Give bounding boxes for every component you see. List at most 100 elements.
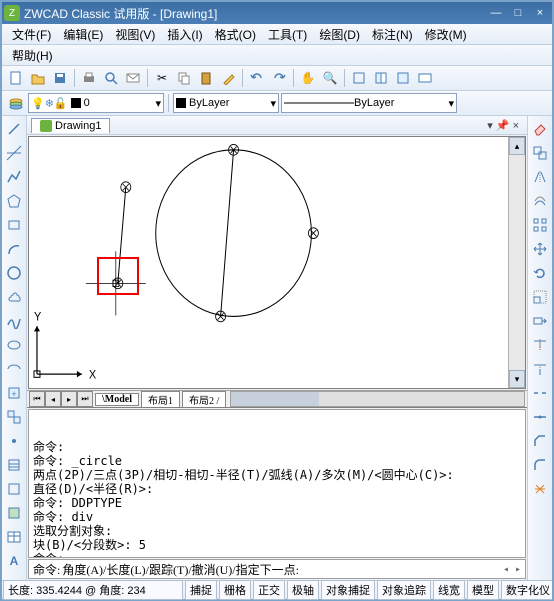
print-button[interactable]: [79, 68, 99, 88]
tool4-button[interactable]: [415, 68, 435, 88]
tab-last-button[interactable]: ⏭: [77, 391, 93, 407]
fillet-tool[interactable]: [529, 454, 551, 476]
zoom-rt-button[interactable]: 🔍: [320, 68, 340, 88]
color-combo[interactable]: ByLayer ▾: [173, 93, 279, 113]
cmd-scroll-arrows[interactable]: ◂ ▸: [503, 564, 521, 575]
pushpin-icon[interactable]: ▾ 📌 ×: [487, 119, 519, 132]
tool3-button[interactable]: [393, 68, 413, 88]
vertical-scrollbar[interactable]: ▴ ▾: [508, 137, 525, 388]
layout2-tab[interactable]: 布局2 /: [182, 391, 226, 408]
redo-button[interactable]: [269, 68, 289, 88]
ellipsearc-tool[interactable]: [3, 358, 25, 380]
status-捕捉[interactable]: 捕捉: [185, 580, 217, 600]
rotate-tool[interactable]: [529, 262, 551, 284]
status-模型[interactable]: 模型: [467, 580, 499, 600]
command-input[interactable]: [60, 561, 503, 578]
doc-tab-drawing1[interactable]: Drawing1: [31, 118, 110, 133]
menu-视图(V)[interactable]: 视图(V): [109, 24, 161, 45]
tool1-button[interactable]: [349, 68, 369, 88]
menu-修改(M)[interactable]: 修改(M): [419, 24, 473, 45]
circle-tool[interactable]: [3, 262, 25, 284]
menu-插入(I)[interactable]: 插入(I): [161, 24, 208, 45]
maximize-button[interactable]: □: [508, 5, 528, 21]
horizontal-scrollbar[interactable]: [230, 391, 525, 407]
spline-tool[interactable]: [3, 310, 25, 332]
cut-button[interactable]: ✂: [152, 68, 172, 88]
matchprop-button[interactable]: [218, 68, 238, 88]
stretch-tool[interactable]: [529, 310, 551, 332]
region-tool[interactable]: [3, 502, 25, 524]
move-tool[interactable]: [529, 238, 551, 260]
rect-tool[interactable]: [3, 214, 25, 236]
scroll-down-button[interactable]: ▾: [509, 370, 525, 388]
trim-tool[interactable]: [529, 334, 551, 356]
revcloud-tool[interactable]: [3, 286, 25, 308]
properties-toolbar: 💡❄🔓 0 ▾ ByLayer ▾ ByLayer ▾: [2, 91, 552, 116]
status-数字化仪[interactable]: 数字化仪: [501, 580, 552, 600]
status-栅格[interactable]: 栅格: [219, 580, 251, 600]
undo-button[interactable]: [247, 68, 267, 88]
menu-工具(T)[interactable]: 工具(T): [262, 24, 313, 45]
polygon-tool[interactable]: [3, 190, 25, 212]
menu-标注(N)[interactable]: 标注(N): [366, 24, 419, 45]
tab-first-button[interactable]: ⏮: [29, 391, 45, 407]
model-tab[interactable]: \Model: [95, 393, 139, 406]
scale-tool[interactable]: [529, 286, 551, 308]
status-线宽[interactable]: 线宽: [433, 580, 465, 600]
menu-绘图(D)[interactable]: 绘图(D): [313, 24, 366, 45]
status-对象捕捉[interactable]: 对象捕捉: [321, 580, 375, 600]
layer-button[interactable]: [6, 93, 26, 113]
chamfer-tool[interactable]: [529, 430, 551, 452]
scroll-up-button[interactable]: ▴: [509, 137, 525, 155]
menu-编辑(E)[interactable]: 编辑(E): [57, 24, 109, 45]
join-tool[interactable]: [529, 406, 551, 428]
mirror-tool[interactable]: [529, 166, 551, 188]
table-tool[interactable]: [3, 526, 25, 548]
status-正交[interactable]: 正交: [253, 580, 285, 600]
drawing-canvas[interactable]: XY: [29, 137, 508, 388]
arc-tool[interactable]: [3, 238, 25, 260]
open-button[interactable]: [28, 68, 48, 88]
copy-button[interactable]: [174, 68, 194, 88]
ellipse-tool[interactable]: [3, 334, 25, 356]
block-tool[interactable]: [3, 406, 25, 428]
extend-tool[interactable]: [529, 358, 551, 380]
close-button[interactable]: ×: [530, 5, 550, 21]
tab-next-button[interactable]: ▸: [61, 391, 77, 407]
app-logo: Z: [4, 5, 20, 21]
hatch-tool[interactable]: [3, 454, 25, 476]
title-bar: Z ZWCAD Classic 试用版 - [Drawing1] — □ ×: [2, 2, 552, 24]
array-tool[interactable]: [529, 214, 551, 236]
pline-tool[interactable]: [3, 166, 25, 188]
status-极轴[interactable]: 极轴: [287, 580, 319, 600]
menu-帮助(H)[interactable]: 帮助(H): [6, 45, 59, 66]
save-button[interactable]: [50, 68, 70, 88]
line-tool[interactable]: [3, 118, 25, 140]
offset-tool[interactable]: [529, 190, 551, 212]
point-tool[interactable]: [3, 430, 25, 452]
menu-文件(F)[interactable]: 文件(F): [6, 24, 57, 45]
status-bar: 长度: 335.4244 @ 角度: 234 捕捉栅格正交极轴对象捕捉对象追踪线…: [2, 580, 552, 599]
layer-combo[interactable]: 💡❄🔓 0 ▾: [28, 93, 164, 113]
svg-text:X: X: [89, 369, 97, 381]
gradient-tool[interactable]: [3, 478, 25, 500]
insert-tool[interactable]: +: [3, 382, 25, 404]
menu-格式(O)[interactable]: 格式(O): [209, 24, 262, 45]
minimize-button[interactable]: —: [486, 5, 506, 21]
pan-button[interactable]: ✋: [298, 68, 318, 88]
linetype-combo[interactable]: ByLayer ▾: [281, 93, 457, 113]
break-tool[interactable]: [529, 382, 551, 404]
tool2-button[interactable]: [371, 68, 391, 88]
mtext-tool[interactable]: A: [3, 550, 25, 572]
status-对象追踪[interactable]: 对象追踪: [377, 580, 431, 600]
preview-button[interactable]: [101, 68, 121, 88]
copy-tool[interactable]: [529, 142, 551, 164]
mail-button[interactable]: [123, 68, 143, 88]
layout1-tab[interactable]: 布局1: [141, 391, 180, 408]
erase-tool[interactable]: [529, 118, 551, 140]
xline-tool[interactable]: [3, 142, 25, 164]
new-button[interactable]: [6, 68, 26, 88]
paste-button[interactable]: [196, 68, 216, 88]
explode-tool[interactable]: [529, 478, 551, 500]
tab-prev-button[interactable]: ◂: [45, 391, 61, 407]
